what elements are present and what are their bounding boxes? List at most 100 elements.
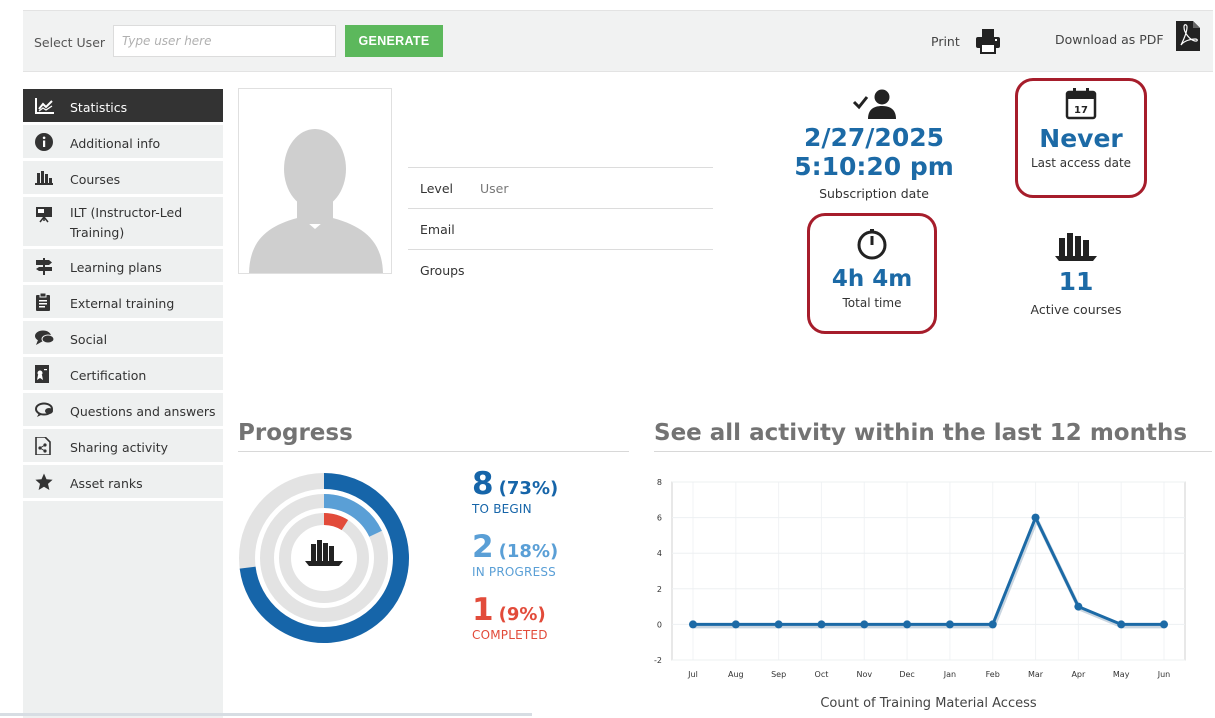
user-check-icon [852, 89, 896, 119]
chat-icon [35, 330, 55, 345]
sidebar-item-label: Courses [70, 172, 121, 187]
data-point-sep[interactable] [774, 620, 783, 629]
x-tick-label: May [1113, 670, 1130, 679]
email-label: Email [420, 221, 455, 237]
sidebar-item-sharing-activity[interactable]: Sharing activity [23, 429, 223, 465]
sidebar-item-statistics[interactable]: Statistics [23, 89, 223, 125]
y-tick-label: 6 [657, 514, 662, 523]
presentation-icon [36, 206, 52, 222]
activity-divider [654, 451, 1212, 452]
share-file-icon [35, 436, 51, 455]
user-silhouette-icon [249, 129, 383, 273]
chart-icon [35, 97, 54, 114]
data-point-nov[interactable] [860, 620, 869, 629]
data-point-mar[interactable] [1031, 513, 1040, 522]
sidebar-item-label: ILT (Instructor-Led Training) [70, 205, 183, 240]
series-line [693, 513, 1164, 626]
total-time-highlight [807, 213, 937, 334]
sidebar-item-external-training[interactable]: External training [23, 285, 223, 321]
sidebar-item-label: Learning plans [70, 260, 162, 275]
completed-percent: (9%) [498, 604, 546, 625]
x-tick-label: Dec [899, 670, 914, 679]
data-point-jul[interactable] [689, 620, 697, 629]
completed-count: 1 [472, 592, 494, 628]
active-courses-value: 11 [1058, 267, 1094, 296]
signpost-icon [36, 257, 52, 275]
in-progress-label: IN PROGRESS [472, 565, 557, 579]
total-time-stat: 4h 4m Total time [807, 228, 937, 310]
progress-arc-to-begin [239, 473, 409, 643]
sidebar-item-asset-ranks[interactable]: Asset ranks [23, 465, 223, 501]
progress-divider [238, 451, 629, 452]
in-progress-count: 2 [472, 529, 494, 565]
sidebar-item-additional-info[interactable]: Additional info [23, 125, 223, 161]
progress-arc-completed [323, 513, 349, 531]
x-tick-label: Oct [815, 670, 829, 679]
data-point-dec[interactable] [903, 620, 912, 629]
sidebar-item-label: External training [70, 296, 175, 311]
download-pdf-button[interactable]: Download as PDF [1055, 21, 1200, 51]
sidebar-item-ilt[interactable]: ILT (Instructor-Led Training) [23, 197, 223, 249]
sidebar-item-label: Sharing activity [70, 440, 169, 455]
progress-arc-in-progress [323, 494, 382, 537]
sidebar-item-label: Certification [70, 368, 147, 383]
x-tick-label: Sep [771, 670, 786, 679]
level-value: User [480, 180, 509, 196]
user-search-input[interactable] [113, 25, 336, 57]
data-point-oct[interactable] [817, 620, 826, 629]
groups-row: Groups [408, 249, 713, 290]
progress-to-begin: 8 (73%) TO BEGIN [472, 468, 558, 516]
active-courses-stat: 11 Active courses [1016, 232, 1136, 317]
to-begin-label: TO BEGIN [472, 502, 532, 516]
sidebar-item-label: Social [70, 332, 108, 347]
print-button[interactable]: Print [931, 27, 1002, 55]
data-point-apr[interactable] [1074, 602, 1083, 611]
sidebar-item-certification[interactable]: Certification [23, 357, 223, 393]
generate-button[interactable]: GENERATE [345, 25, 443, 57]
to-begin-count: 8 [472, 466, 494, 502]
sidebar-item-social[interactable]: Social [23, 321, 223, 357]
data-point-jan[interactable] [945, 620, 954, 629]
data-point-feb[interactable] [988, 620, 997, 629]
to-begin-percent: (73%) [498, 478, 559, 499]
calendar-icon: 17 [1065, 88, 1097, 120]
sidebar-item-learning-plans[interactable]: Learning plans [23, 249, 223, 285]
x-tick-label: Apr [1071, 670, 1086, 679]
download-pdf-label: Download as PDF [1055, 31, 1164, 47]
x-axis-label: Count of Training Material Access [820, 696, 1037, 711]
x-tick-label: Jul [687, 670, 698, 679]
sidebar-item-label: Asset ranks [70, 476, 143, 491]
activity-title: See all activity within the last 12 mont… [654, 420, 1188, 446]
sidebar: Statistics Additional info Courses ILT (… [23, 89, 223, 718]
groups-label: Groups [420, 262, 465, 278]
qa-icon [35, 402, 53, 417]
y-tick-label: 0 [657, 620, 662, 629]
horizontal-scrollbar[interactable] [0, 713, 532, 716]
data-point-jun[interactable] [1160, 620, 1168, 629]
user-details: Level User Email Groups [408, 167, 713, 290]
progress-in-progress: 2 (18%) IN PROGRESS [472, 531, 558, 579]
sidebar-item-label: Statistics [70, 100, 128, 115]
subscription-stat: 2/27/2025 5:10:20 pm Subscription date [790, 88, 958, 201]
star-icon [35, 473, 53, 490]
printer-icon [975, 29, 1000, 54]
x-tick-label: Feb [986, 670, 1000, 679]
last-access-highlight [1015, 78, 1147, 198]
x-tick-label: Mar [1028, 670, 1044, 679]
y-tick-label: 8 [657, 478, 662, 487]
x-tick-label: Aug [728, 670, 744, 679]
data-point-may[interactable] [1117, 620, 1126, 629]
sidebar-item-label: Additional info [70, 136, 161, 151]
stopwatch-icon [857, 229, 887, 260]
email-row: Email [408, 208, 713, 249]
plot-area [671, 481, 1186, 661]
data-point-aug[interactable] [731, 620, 740, 629]
sidebar-item-courses[interactable]: Courses [23, 161, 223, 197]
print-label: Print [931, 33, 960, 49]
books-icon [1055, 233, 1097, 261]
info-icon [35, 132, 53, 151]
total-time-caption: Total time [842, 296, 902, 310]
last-access-stat: 17 Never Last access date [1015, 88, 1147, 170]
sidebar-item-questions-answers[interactable]: Questions and answers [23, 393, 223, 429]
